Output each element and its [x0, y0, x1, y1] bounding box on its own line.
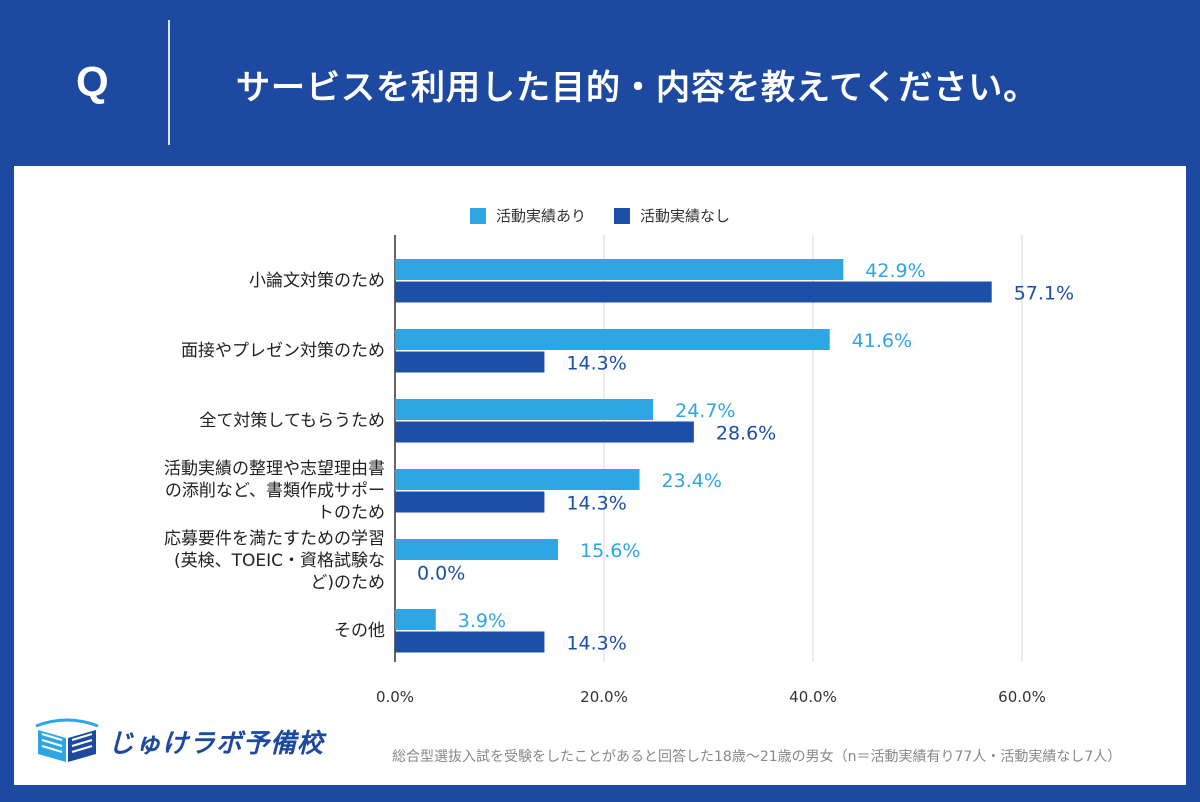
bar — [395, 399, 654, 420]
data-label: 14.3% — [566, 493, 626, 515]
logo-text: じゅけラボ予備校 — [108, 728, 325, 759]
category-label: その他 — [334, 620, 385, 641]
footnote: 総合型選抜入試を受験をしたことがあると回答した18歳～21歳の男女（n＝活動実績… — [392, 749, 1122, 765]
data-label: 0.0% — [417, 563, 465, 585]
q-mark: Q — [76, 58, 109, 105]
book-logo-icon — [35, 718, 99, 762]
bar — [395, 469, 640, 490]
legend-label-series-b: 活動実績なし — [640, 207, 731, 225]
bar — [395, 539, 559, 560]
data-label: 24.7% — [675, 400, 735, 422]
bar — [395, 329, 830, 350]
x-tick-label: 0.0% — [376, 688, 414, 706]
data-label: 28.6% — [716, 423, 776, 445]
category-label: 小論文対策のため — [249, 270, 385, 291]
header-divider — [168, 20, 170, 145]
question-text: サービスを利用した目的・内容を教えてください。 — [236, 68, 1039, 108]
category-label: 活動実績の整理や志望理由書 の添削など、書類作成サポー トのため — [164, 458, 385, 523]
data-label: 14.3% — [566, 353, 626, 375]
data-label: 57.1% — [1014, 283, 1074, 305]
legend-swatch-series-a — [469, 207, 486, 224]
data-label: 23.4% — [662, 470, 722, 492]
data-label: 41.6% — [852, 330, 912, 352]
bar — [395, 281, 992, 303]
bar — [395, 491, 545, 513]
bar — [395, 351, 545, 373]
chart-legend: 活動実績あり 活動実績なし — [0, 205, 1200, 226]
bar — [395, 609, 436, 630]
data-label: 14.3% — [566, 633, 626, 655]
legend-swatch-series-b — [614, 207, 630, 224]
logo: じゅけラボ予備校 — [32, 716, 324, 766]
x-tick-label: 20.0% — [580, 688, 628, 706]
data-label: 42.9% — [865, 260, 925, 282]
legend-label-series-a: 活動実績あり — [495, 207, 586, 225]
legend-item-series-a: 活動実績あり — [469, 205, 586, 226]
x-tick-label: 40.0% — [789, 688, 837, 706]
question-header: Q サービスを利用した目的・内容を教えてください。 — [0, 0, 1200, 165]
bar — [395, 259, 844, 280]
data-label: 3.9% — [458, 610, 506, 632]
bar — [395, 421, 694, 443]
bar — [395, 631, 545, 653]
category-label: 全て対策してもらうため — [199, 410, 385, 431]
data-label: 15.6% — [580, 540, 640, 562]
category-label: 応募要件を満たすための学習 (英検、TOEIC・資格試験な ど)のため — [164, 528, 385, 593]
category-label: 面接やプレゼン対策のため — [181, 340, 385, 361]
x-tick-label: 60.0% — [998, 688, 1046, 706]
legend-item-series-b: 活動実績なし — [614, 205, 730, 226]
